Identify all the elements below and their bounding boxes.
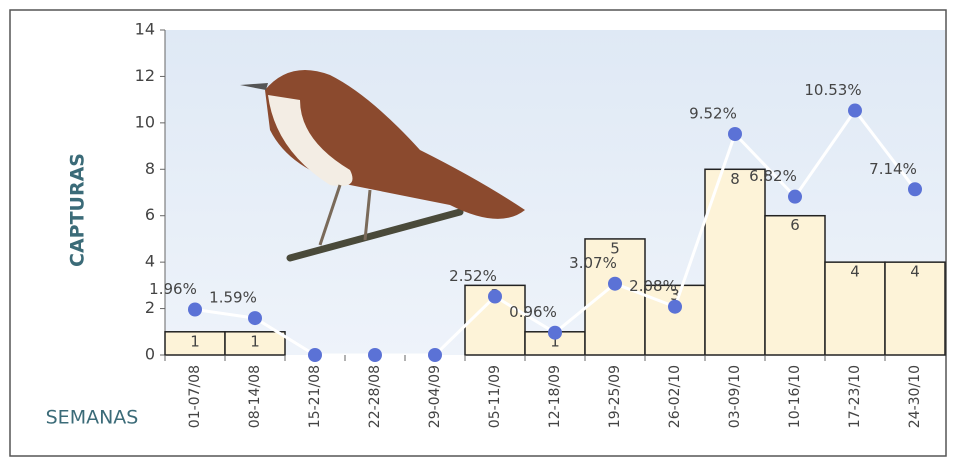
point <box>488 289 502 304</box>
point-label: 10.53% <box>804 81 861 99</box>
y-tick-label: 0 <box>145 345 155 364</box>
bar-label: 5 <box>610 239 620 257</box>
point-label: 1.59% <box>209 289 257 307</box>
point <box>608 276 622 291</box>
bar <box>224 331 286 356</box>
x-tick-label: 01-07/08 <box>187 365 203 428</box>
y-axis-label: CAPTURAS <box>67 153 89 267</box>
point-label: 9.52% <box>689 105 737 123</box>
bar-label: 8 <box>730 170 740 188</box>
bar <box>884 261 946 356</box>
point <box>248 311 262 326</box>
bar <box>764 214 826 356</box>
x-tick-label: 15-21/08 <box>307 365 323 428</box>
point <box>728 127 742 141</box>
x-tick-label: 17-23/10 <box>847 365 863 428</box>
x-tick-label: 26-02/10 <box>667 365 683 428</box>
point-label: 1.96% <box>149 280 197 298</box>
bar <box>824 261 886 356</box>
x-tick-label: 03-09/10 <box>727 365 743 428</box>
bar-label: 4 <box>850 263 860 281</box>
x-tick-label: 19-25/09 <box>607 365 623 428</box>
x-tick-label: 22-28/08 <box>367 365 383 428</box>
x-tick-label: 05-11/09 <box>487 365 503 428</box>
point <box>428 348 442 362</box>
y-tick-label: 14 <box>135 20 155 39</box>
y-tick-label: 10 <box>135 112 155 131</box>
bar <box>584 238 646 356</box>
bird-image <box>240 70 525 262</box>
bar-label: 4 <box>910 263 920 281</box>
y-tick-label: 6 <box>145 205 155 224</box>
point <box>368 348 382 362</box>
point <box>908 182 922 197</box>
x-tick-label: 12-18/09 <box>547 365 563 428</box>
bar-label: 1 <box>250 332 260 350</box>
y-tick-label: 12 <box>135 66 155 85</box>
point <box>548 325 562 340</box>
point <box>788 189 802 204</box>
point-label: 3.07% <box>569 254 617 272</box>
point-label: 2.52% <box>449 267 497 285</box>
point <box>188 302 202 317</box>
point <box>308 348 322 362</box>
point-label: 6.82% <box>749 167 797 185</box>
point <box>848 103 862 118</box>
x-axis-label: SEMANAS <box>46 407 139 429</box>
y-tick-label: 8 <box>145 159 155 178</box>
point-label: 7.14% <box>869 160 917 178</box>
x-tick-label: 24-30/10 <box>907 365 923 428</box>
point <box>668 299 682 314</box>
x-tick-label: 08-14/08 <box>247 365 263 428</box>
point-label: 2.08% <box>629 277 677 295</box>
x-tick-label: 29-04/09 <box>427 365 443 428</box>
bar-label: 1 <box>190 332 200 350</box>
bar-label: 1 <box>550 332 560 350</box>
point-label: 0.96% <box>509 303 557 321</box>
bar-label: 6 <box>790 216 800 234</box>
y-tick-label: 4 <box>145 252 155 271</box>
bar-label: 3 <box>670 286 680 304</box>
y-tick-label: 2 <box>145 298 155 317</box>
x-tick-label: 10-16/10 <box>787 365 803 428</box>
